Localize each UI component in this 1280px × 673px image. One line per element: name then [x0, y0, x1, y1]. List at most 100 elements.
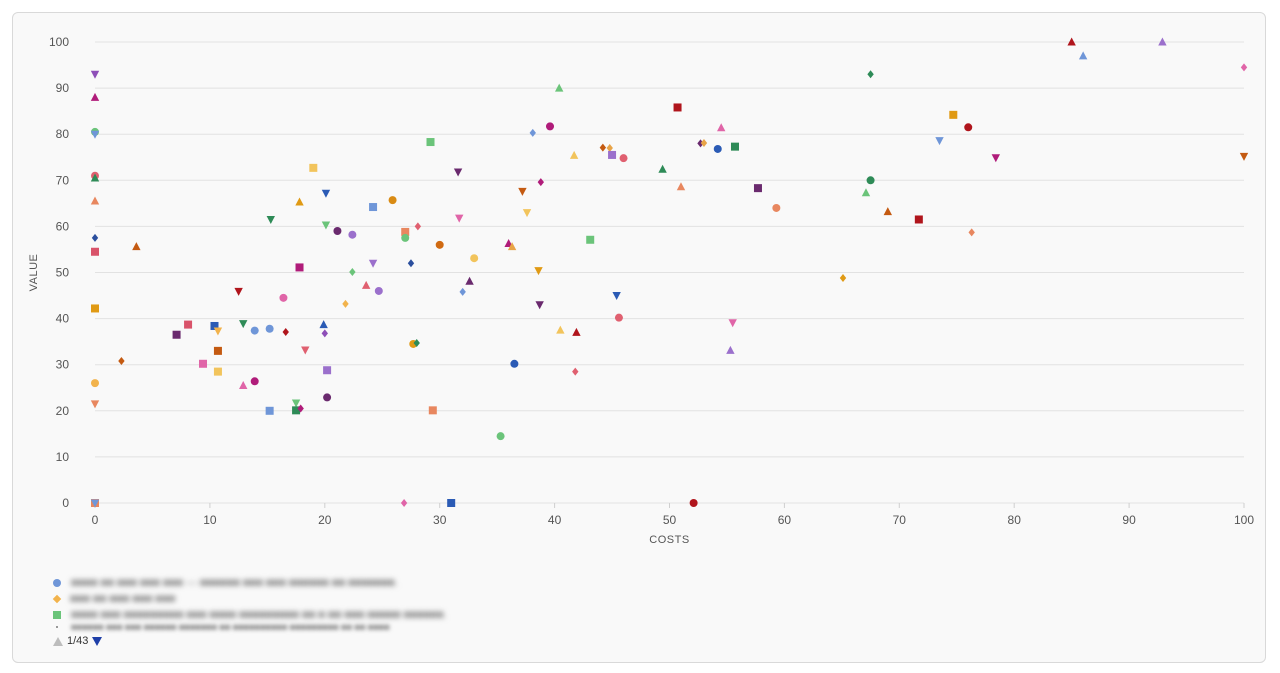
data-point[interactable] — [90, 196, 100, 205]
data-point[interactable] — [1240, 63, 1248, 72]
next-page-icon[interactable] — [92, 636, 103, 646]
data-point[interactable] — [697, 139, 704, 148]
data-point[interactable] — [361, 280, 371, 289]
data-point[interactable] — [90, 92, 100, 101]
data-point[interactable] — [470, 254, 479, 263]
data-point[interactable] — [213, 367, 222, 376]
data-point[interactable] — [400, 499, 408, 507]
data-point[interactable] — [522, 209, 532, 218]
data-point[interactable] — [319, 320, 328, 329]
data-point[interactable] — [1078, 51, 1088, 60]
data-point[interactable] — [323, 366, 332, 375]
data-point[interactable] — [689, 499, 698, 507]
data-point[interactable] — [407, 259, 415, 268]
data-point[interactable] — [90, 130, 100, 139]
data-point[interactable] — [619, 154, 628, 163]
data-point[interactable] — [949, 110, 958, 119]
data-point[interactable] — [968, 228, 975, 237]
data-point[interactable] — [91, 379, 99, 388]
data-point[interactable] — [414, 222, 422, 231]
data-point[interactable] — [529, 128, 536, 137]
data-point[interactable] — [772, 203, 781, 212]
data-point[interactable] — [867, 70, 874, 79]
data-point[interactable] — [614, 313, 623, 322]
data-point[interactable] — [455, 214, 464, 223]
data-point[interactable] — [717, 123, 726, 132]
legend-item[interactable]: ■■■■■■ ■■■ ■■■ ■■■■■■ ■■■■■■■ ■■ ■■■■■■■… — [53, 622, 613, 632]
data-point[interactable] — [292, 406, 301, 415]
data-point[interactable] — [401, 233, 410, 242]
data-point[interactable] — [295, 197, 304, 206]
data-point[interactable] — [673, 103, 682, 112]
data-point[interactable] — [321, 221, 331, 230]
data-point[interactable] — [546, 122, 555, 131]
data-point[interactable] — [537, 178, 545, 187]
data-point[interactable] — [291, 399, 301, 408]
data-point[interactable] — [309, 163, 318, 172]
data-point[interactable] — [428, 406, 437, 415]
legend-item[interactable]: ■■■■ ■■■ ■■■■■■■■■ ■■■ ■■■■ ■■■■■■■■■ ■■… — [53, 607, 613, 623]
legend-item[interactable]: ■■■■ ■■ ■■■ ■■■ ■■■ — ■■■■■■ ■■■ ■■■ ■■■… — [53, 575, 613, 591]
data-point[interactable] — [321, 189, 331, 198]
data-point[interactable] — [612, 292, 621, 301]
data-point[interactable] — [726, 345, 735, 354]
data-point[interactable] — [239, 320, 248, 329]
data-point[interactable] — [435, 240, 444, 249]
data-point[interactable] — [213, 327, 223, 336]
data-point[interactable] — [374, 286, 383, 295]
data-point[interactable] — [964, 123, 973, 132]
data-point[interactable] — [297, 404, 304, 413]
data-point[interactable] — [535, 301, 544, 310]
data-point[interactable] — [90, 400, 100, 409]
data-point[interactable] — [861, 188, 871, 197]
data-point[interactable] — [1239, 152, 1249, 161]
data-point[interactable] — [586, 235, 595, 244]
data-point[interactable] — [323, 393, 332, 402]
data-point[interactable] — [713, 144, 722, 153]
data-point[interactable] — [459, 287, 466, 296]
data-point[interactable] — [90, 499, 100, 508]
data-point[interactable] — [426, 138, 435, 147]
data-point[interactable] — [1067, 37, 1076, 46]
data-point[interactable] — [608, 150, 617, 159]
data-point[interactable] — [90, 70, 100, 79]
data-point[interactable] — [213, 346, 222, 355]
data-point[interactable] — [91, 304, 99, 313]
data-point[interactable] — [556, 325, 565, 334]
data-point[interactable] — [342, 299, 349, 308]
data-point[interactable] — [447, 499, 456, 507]
data-point[interactable] — [239, 380, 248, 389]
previous-page-icon[interactable] — [53, 636, 63, 646]
data-point[interactable] — [118, 357, 125, 366]
data-point[interactable] — [534, 267, 543, 276]
data-point[interactable] — [935, 137, 944, 146]
data-point[interactable] — [321, 329, 328, 338]
data-point[interactable] — [496, 432, 505, 441]
data-point[interactable] — [866, 176, 875, 185]
data-point[interactable] — [90, 173, 100, 182]
legend-item[interactable]: ■■■ ■■ ■■■ ■■■ ■■■ — [52, 591, 613, 607]
data-point[interactable] — [388, 196, 397, 205]
data-point[interactable] — [369, 203, 378, 212]
data-point[interactable] — [554, 83, 564, 92]
data-point[interactable] — [465, 276, 474, 285]
data-point[interactable] — [368, 259, 378, 268]
data-point[interactable] — [658, 164, 667, 173]
data-point[interactable] — [730, 142, 739, 151]
data-point[interactable] — [572, 327, 581, 336]
data-point[interactable] — [572, 367, 579, 376]
data-point[interactable] — [883, 207, 893, 216]
data-point[interactable] — [172, 330, 181, 339]
data-point[interactable] — [518, 187, 527, 196]
data-point[interactable] — [199, 359, 208, 368]
data-point[interactable] — [453, 168, 463, 177]
data-point[interactable] — [413, 339, 420, 348]
data-point[interactable] — [234, 287, 243, 296]
data-point[interactable] — [91, 247, 99, 256]
data-point[interactable] — [348, 230, 357, 239]
data-point[interactable] — [599, 143, 607, 152]
data-point[interactable] — [91, 233, 99, 242]
data-point[interactable] — [132, 242, 141, 251]
data-point[interactable] — [295, 263, 304, 272]
data-point[interactable] — [401, 227, 410, 236]
